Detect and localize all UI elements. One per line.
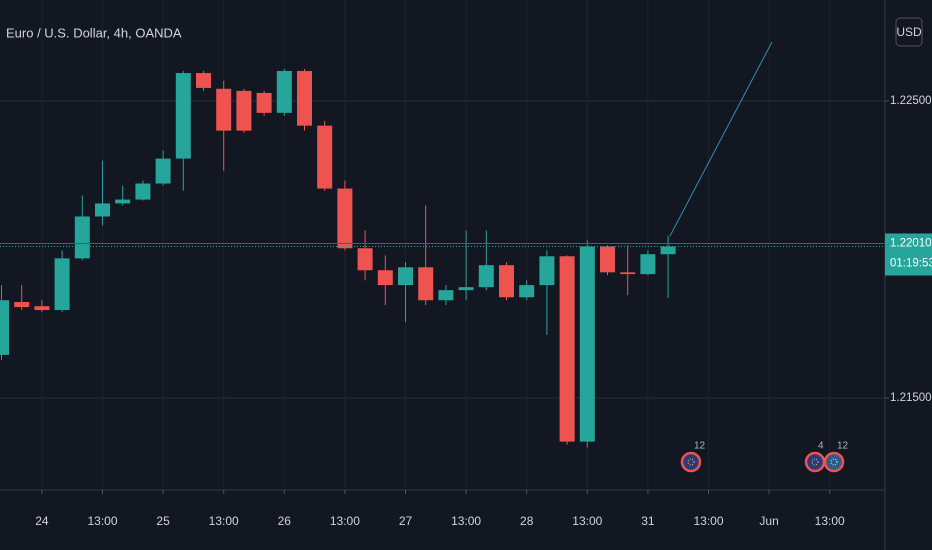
candle-body [196,73,211,88]
event-count: 4 [818,441,824,452]
candles [0,68,676,448]
candle-body [256,92,272,113]
candle-body [620,272,636,275]
candle-body [438,290,454,301]
candle-body [600,246,615,273]
candle-body [418,267,434,301]
candle-body [377,270,393,286]
candle-body [155,158,171,184]
candle-body [640,254,656,275]
candle-body [297,70,312,126]
candle-body [276,70,292,113]
candle-body [559,256,575,442]
candle-body [519,285,535,298]
x-tick-label: 13:00 [330,514,360,528]
event-badge [804,451,826,473]
currency-label: USD [896,25,922,39]
candle-body [216,88,232,131]
event-count: 12 [694,441,706,452]
candle-body [0,300,9,355]
candle-body [458,287,474,291]
x-tick-label: 13:00 [209,514,239,528]
event-badge [823,451,845,473]
x-tick-label: 31 [641,514,655,528]
candle-body [34,306,50,311]
candle-body [175,73,191,159]
event-dot [811,458,819,466]
currency-button[interactable] [895,17,923,47]
candle-body [54,258,70,311]
x-tick-label: 13:00 [693,514,723,528]
candle-body [74,216,90,259]
x-tick-label: 26 [278,514,292,528]
candle-body [539,256,555,286]
events: 12 4 12 [680,441,849,473]
y-tick-label: 1.22500 [890,95,932,107]
candle-body [337,188,353,249]
countdown-label: 01:19:53 [890,258,932,270]
trend-line[interactable] [669,41,773,237]
chart-title: Euro / U.S. Dollar, 4h, OANDA [6,25,182,40]
event-dot [687,458,695,466]
candle-body [14,302,30,308]
candle-body [398,267,413,286]
candle-body [115,199,131,204]
candle-body [95,203,110,217]
candle-body [478,265,494,288]
candle-body [317,125,333,189]
event-dot [830,458,838,466]
candle-body [135,183,151,200]
x-tick-label: 24 [35,514,49,528]
event-badge [680,451,702,473]
last-price-box [885,233,932,276]
event-count: 12 [837,441,849,452]
x-tick-label: 28 [520,514,534,528]
candle-body [236,90,252,131]
x-tick-label: 27 [399,514,413,528]
candle-body [579,246,595,442]
last-price-label: 1.22010 [890,238,932,250]
candle-body [357,248,373,271]
x-tick-label: Jun [759,514,778,528]
candle-body [660,246,676,255]
x-tick-label: 13:00 [815,514,845,528]
candle-body [499,265,514,298]
x-tick-label: 25 [156,514,170,528]
x-tick-label: 13:00 [87,514,117,528]
x-tick-label: 13:00 [451,514,481,528]
y-tick-label: 1.21500 [890,392,932,404]
x-tick-label: 13:00 [572,514,602,528]
